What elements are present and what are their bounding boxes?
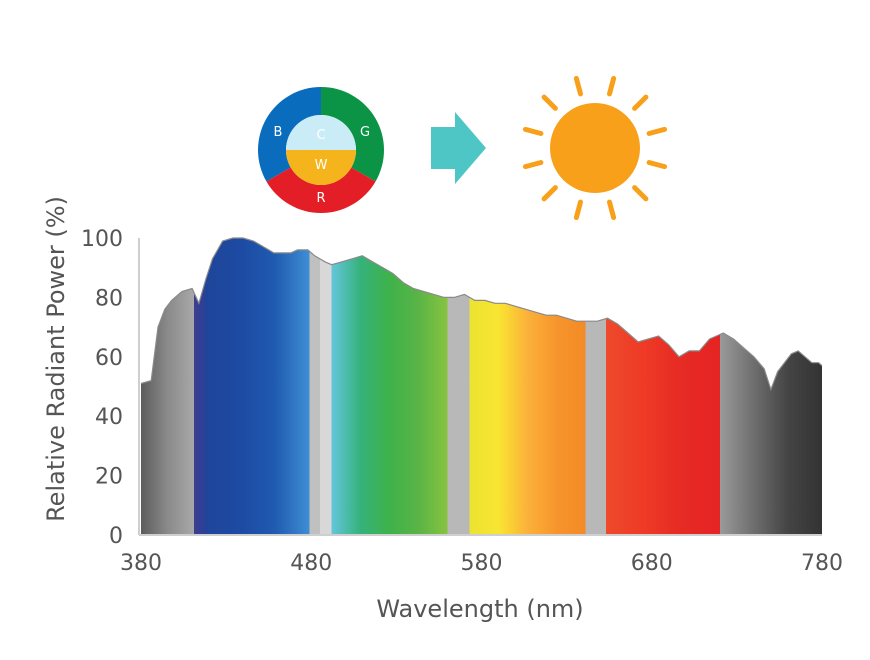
y-tick-label: 100 bbox=[81, 227, 123, 252]
sun-disc bbox=[550, 103, 640, 193]
y-axis-label: Relative Radiant Power (%) bbox=[42, 196, 70, 522]
y-tick-label: 80 bbox=[95, 286, 123, 311]
sun-icon bbox=[522, 75, 668, 221]
spectrum-area bbox=[141, 238, 822, 535]
x-tick-label: 680 bbox=[631, 551, 673, 576]
sun-ray bbox=[522, 159, 544, 170]
y-tick-label: 20 bbox=[95, 465, 123, 490]
wheel-segment-red bbox=[266, 167, 376, 213]
x-tick-label: 480 bbox=[290, 551, 332, 576]
wheel-label-w: W bbox=[315, 158, 328, 173]
wheel-label-c: C bbox=[316, 128, 325, 143]
wheel-label-g: G bbox=[360, 125, 370, 140]
x-tick-label: 380 bbox=[120, 551, 162, 576]
x-tick-label: 780 bbox=[801, 551, 843, 576]
y-tick-labels: 0 20 40 60 80 100 bbox=[81, 227, 123, 549]
x-tick-labels: 380 480 580 680 780 bbox=[120, 551, 843, 576]
wheel-label-b: B bbox=[274, 125, 283, 140]
spectrum-outline bbox=[140, 237, 823, 392]
wheel-segment-blue bbox=[258, 87, 321, 182]
sun-ray bbox=[606, 199, 617, 221]
sun-ray bbox=[646, 159, 668, 170]
sun-ray bbox=[646, 126, 668, 137]
sun-ray bbox=[541, 94, 558, 111]
sun-ray bbox=[573, 199, 584, 221]
y-tick-label: 0 bbox=[109, 524, 123, 549]
sun-ray bbox=[632, 94, 649, 111]
wheel-center-white-led bbox=[286, 150, 356, 185]
wheel-label-r: R bbox=[316, 191, 325, 206]
x-axis-label: Wavelength (nm) bbox=[376, 595, 583, 623]
sun-ray bbox=[606, 75, 617, 97]
wheel-segment-green bbox=[321, 87, 384, 182]
sun-ray bbox=[522, 126, 544, 137]
y-tick-label: 40 bbox=[95, 405, 123, 430]
wheel-center-cyan bbox=[286, 115, 356, 150]
color-wheel-icon: B G R C W bbox=[258, 87, 384, 213]
sun-ray bbox=[573, 75, 584, 97]
sun-ray bbox=[632, 185, 649, 202]
y-tick-label: 60 bbox=[95, 346, 123, 371]
right-arrow-icon bbox=[431, 112, 486, 184]
chart: 380 480 580 680 780 0 20 40 60 80 100 Wavelength … bbox=[42, 196, 843, 623]
sun-ray bbox=[541, 185, 558, 202]
x-tick-label: 580 bbox=[461, 551, 503, 576]
